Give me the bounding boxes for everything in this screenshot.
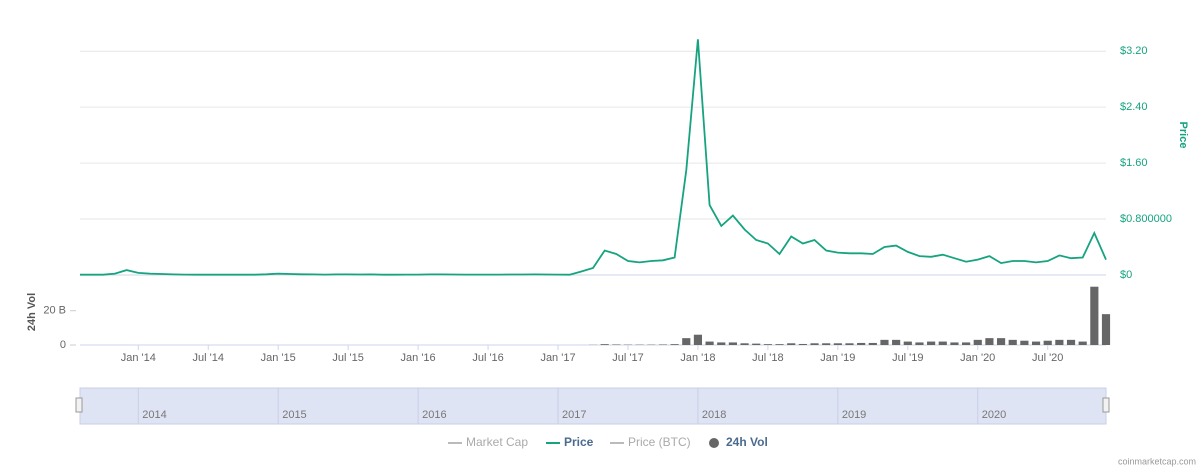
- navigator[interactable]: [79, 387, 1107, 425]
- legend-label: Price: [564, 435, 594, 449]
- legend-label: Price (BTC): [628, 435, 691, 449]
- volume-bar: [868, 342, 877, 345]
- x-tick-label: Jan '17: [540, 352, 575, 364]
- volume-bar: [810, 343, 819, 345]
- volume-bar: [1090, 286, 1099, 345]
- x-tick-label: Jul '15: [332, 352, 363, 364]
- y-tick-label: $3.20: [1120, 45, 1148, 57]
- volume-bar: [822, 343, 831, 345]
- legend-item[interactable]: Price (BTC): [610, 435, 691, 449]
- price-line: [80, 39, 1107, 276]
- navigator-label: 2020: [982, 409, 1006, 421]
- volume-bar: [705, 341, 714, 345]
- y-tick-label: $0.800000: [1120, 213, 1172, 225]
- volume-bar: [600, 344, 609, 345]
- volume-bar: [658, 344, 668, 345]
- y3-tick-label: 0: [60, 339, 66, 351]
- volume-bar: [892, 339, 901, 345]
- price-axis-label: Price: [1177, 122, 1189, 149]
- volume-bar: [693, 334, 703, 345]
- navigator-label: 2017: [562, 409, 586, 421]
- volume-bar: [903, 341, 912, 345]
- x-tick-label: Jul '20: [1032, 352, 1063, 364]
- volume-bar: [1101, 314, 1111, 345]
- volume-bar: [670, 344, 679, 345]
- volume-bar: [763, 344, 772, 345]
- volume-bar: [775, 344, 784, 345]
- watermark: coinmarketcap.com: [1118, 456, 1196, 466]
- volume-bar: [880, 339, 889, 345]
- volume-bar: [682, 338, 691, 345]
- legend-swatch: [709, 438, 719, 448]
- x-tick-label: Jan '16: [401, 352, 436, 364]
- legend-label: Market Cap: [466, 435, 528, 449]
- navigator-label: 2014: [142, 409, 166, 421]
- volume-bar: [787, 343, 796, 345]
- x-tick-label: Jul '17: [612, 352, 643, 364]
- navigator-label: 2015: [282, 409, 306, 421]
- legend-item[interactable]: Market Cap: [448, 435, 528, 449]
- x-tick-label: Jul '19: [892, 352, 923, 364]
- navigator-label: 2016: [422, 409, 446, 421]
- volume-bar: [798, 343, 807, 345]
- volume-bar: [857, 342, 866, 345]
- x-tick-label: Jan '18: [680, 352, 715, 364]
- x-tick-label: Jan '14: [121, 352, 156, 364]
- volume-bar: [1055, 339, 1064, 345]
- volume-bar: [915, 342, 924, 345]
- volume-bar: [752, 343, 761, 345]
- volume-bar: [927, 341, 936, 345]
- volume-bar: [996, 338, 1006, 345]
- volume-bar: [1078, 341, 1087, 345]
- volume-bar: [1043, 340, 1052, 345]
- legend-label: 24h Vol: [726, 435, 768, 449]
- y-tick-label: $2.40: [1120, 101, 1148, 113]
- navigator-handle[interactable]: [1102, 397, 1110, 413]
- volume-bar: [985, 338, 994, 345]
- volume-bar: [740, 343, 749, 345]
- volume-bar: [938, 341, 947, 345]
- y3-tick-label: 20 B: [43, 305, 66, 317]
- volume-bar: [612, 344, 621, 345]
- volume-bar: [845, 343, 854, 345]
- volume-bar: [1031, 341, 1041, 345]
- volume-bar: [728, 342, 737, 345]
- volume-axis-label: 24h Vol: [26, 293, 38, 331]
- x-tick-label: Jul '18: [752, 352, 783, 364]
- volume-bar: [950, 342, 959, 345]
- y-tick-label: $0: [1120, 269, 1132, 281]
- y-tick-label: $1.60: [1120, 157, 1148, 169]
- legend-item[interactable]: Price: [546, 435, 594, 449]
- volume-bar: [973, 339, 982, 345]
- legend-item[interactable]: 24h Vol: [709, 435, 768, 449]
- x-tick-label: Jan '15: [261, 352, 296, 364]
- navigator-handle[interactable]: [75, 397, 83, 413]
- x-tick-label: Jul '16: [472, 352, 503, 364]
- navigator-label: 2018: [702, 409, 726, 421]
- navigator-label: 2019: [842, 409, 866, 421]
- volume-bar: [1008, 339, 1017, 345]
- volume-bar: [1020, 340, 1029, 345]
- x-tick-label: Jan '20: [960, 352, 995, 364]
- volume-bar: [962, 342, 971, 345]
- volume-bar: [1066, 339, 1076, 345]
- x-tick-label: Jan '19: [820, 352, 855, 364]
- volume-bar: [717, 342, 726, 345]
- x-tick-label: Jul '14: [193, 352, 224, 364]
- volume-bar: [833, 343, 842, 345]
